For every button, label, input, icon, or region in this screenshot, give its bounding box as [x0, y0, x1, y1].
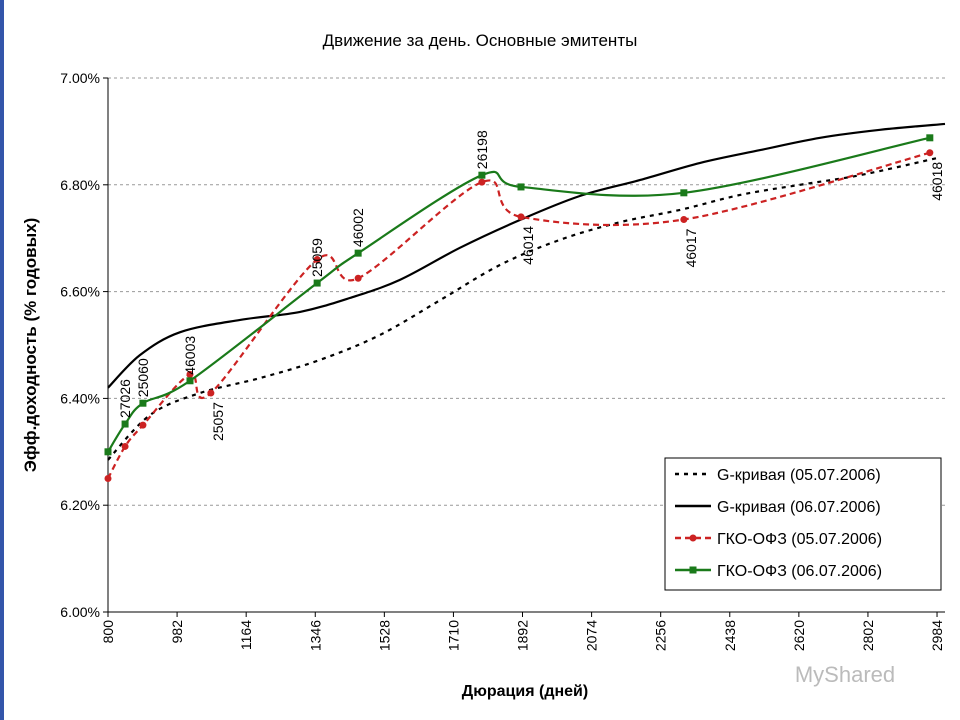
- point: [313, 256, 321, 264]
- x-tick-label: 2256: [653, 620, 669, 651]
- point: [121, 420, 129, 428]
- x-tick-label: 1710: [445, 620, 461, 651]
- slide-edge: [0, 0, 4, 720]
- series-line: [107, 157, 938, 461]
- x-tick-label: 982: [169, 620, 185, 644]
- series-line: [107, 151, 931, 480]
- x-tick-label: 2438: [722, 620, 738, 651]
- point: [680, 189, 688, 197]
- point: [104, 475, 112, 482]
- point: [354, 249, 362, 257]
- y-tick-label: 6.40%: [60, 390, 100, 406]
- legend-label: G-кривая (06.07.2006): [717, 499, 881, 516]
- x-tick-label: 1346: [307, 620, 323, 651]
- point-label: 46018: [929, 162, 945, 201]
- x-axis-label: Дюрация (дней): [462, 683, 588, 700]
- series-line: [107, 122, 946, 389]
- x-tick-label: 2802: [860, 620, 876, 651]
- point-label: 46003: [182, 336, 198, 375]
- point: [207, 389, 215, 397]
- point-label: 46017: [683, 228, 699, 267]
- point: [517, 183, 525, 191]
- x-tick-label: 2074: [584, 620, 600, 651]
- point: [478, 171, 486, 179]
- point-label: 26198: [474, 130, 490, 169]
- x-tick-label: 2620: [791, 620, 807, 651]
- y-tick-label: 7.00%: [60, 70, 100, 86]
- point-label: 27026: [117, 379, 133, 418]
- legend-label: G-кривая (05.07.2006): [717, 467, 881, 484]
- point: [926, 149, 934, 157]
- point: [478, 178, 486, 186]
- point: [104, 448, 112, 456]
- point-label: 46014: [520, 226, 536, 265]
- point-label: 25060: [135, 358, 151, 397]
- y-tick-label: 6.00%: [60, 604, 100, 620]
- x-tick-label: 800: [100, 620, 116, 644]
- chart-title: Движение за день. Основные эмитенты: [323, 31, 638, 50]
- x-tick-label: 1164: [238, 620, 254, 650]
- legend-box: [664, 457, 942, 591]
- x-tick-label: 1892: [515, 620, 531, 651]
- point: [313, 279, 321, 287]
- x-tick-label: 1528: [376, 620, 392, 651]
- point-label: 25059: [309, 238, 325, 277]
- x-tick-label: 2984: [929, 620, 945, 651]
- watermark: MyShared: [795, 662, 895, 687]
- point: [354, 274, 362, 282]
- point: [926, 134, 934, 142]
- point: [186, 370, 194, 378]
- legend-marker: [689, 534, 697, 542]
- point-label: 46002: [350, 208, 366, 247]
- point: [517, 213, 525, 221]
- y-axis-label: Эфф.доходность (% годовых): [21, 218, 40, 472]
- point: [121, 442, 129, 450]
- y-tick-label: 6.80%: [60, 177, 100, 193]
- point: [139, 421, 147, 429]
- point-label: 25057: [210, 402, 226, 441]
- point: [139, 399, 147, 407]
- legend-label: ГКО-ОФЗ (05.07.2006): [717, 531, 882, 548]
- y-tick-label: 6.20%: [60, 497, 100, 513]
- y-tick-label: 6.60%: [60, 284, 100, 300]
- legend-marker: [689, 566, 697, 574]
- point: [186, 377, 194, 385]
- point: [680, 216, 688, 224]
- legend: G-кривая (05.07.2006) G-кривая (06.07.200…: [664, 457, 942, 591]
- legend-label: ГКО-ОФЗ (06.07.2006): [717, 563, 882, 580]
